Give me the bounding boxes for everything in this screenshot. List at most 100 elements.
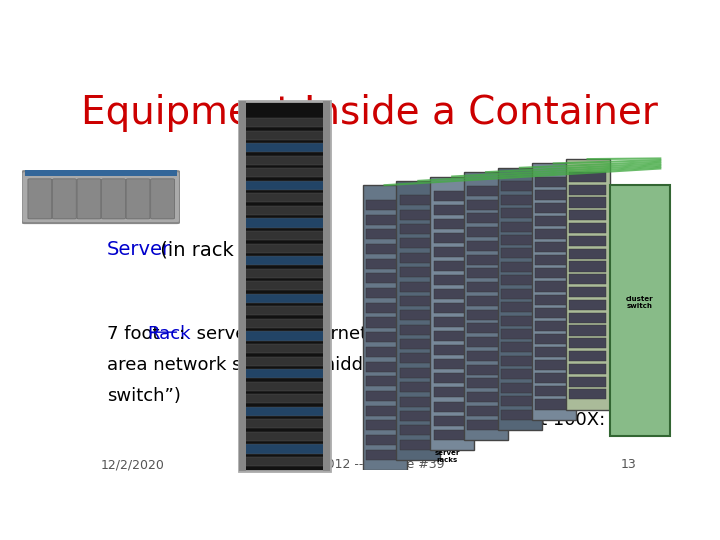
Bar (535, 308, 572, 318)
Bar (400, 281, 437, 292)
Bar (501, 248, 539, 259)
Bar (400, 310, 437, 320)
Bar (498, 168, 542, 430)
Bar (433, 416, 471, 426)
Bar (569, 300, 606, 310)
Bar (366, 214, 403, 225)
Bar (569, 210, 606, 220)
Bar (467, 186, 505, 196)
FancyBboxPatch shape (102, 179, 125, 219)
Bar (243, 432, 325, 441)
Bar (366, 332, 403, 342)
Bar (366, 288, 403, 298)
Bar (366, 406, 403, 416)
Bar (467, 420, 505, 430)
Bar (400, 411, 437, 421)
Bar (569, 326, 606, 335)
Bar (569, 185, 606, 195)
FancyBboxPatch shape (22, 171, 180, 223)
Bar (243, 181, 325, 190)
Bar (467, 255, 505, 265)
Bar (243, 118, 325, 127)
Bar (366, 347, 403, 357)
Text: switch”): switch”) (107, 387, 181, 405)
Bar (467, 241, 505, 251)
Bar (433, 359, 471, 369)
Bar (243, 319, 325, 328)
Bar (433, 233, 471, 243)
Bar (243, 444, 325, 454)
Bar (366, 303, 403, 313)
Bar (433, 387, 471, 397)
Bar (400, 325, 437, 335)
Bar (323, 101, 330, 471)
Text: Fall 2012 -- Lecture #39: Fall 2012 -- Lecture #39 (294, 458, 444, 471)
Bar (501, 356, 539, 366)
Bar (243, 193, 325, 202)
Bar (400, 296, 437, 306)
Bar (467, 364, 505, 375)
Text: (“array switch”) 10X: (“array switch”) 10X (416, 386, 600, 403)
Bar (535, 229, 572, 239)
Text: area network switch: area network switch (416, 360, 599, 377)
Bar (243, 268, 325, 278)
Bar (467, 268, 505, 279)
Text: :  servers + Ethernet local: : servers + Ethernet local (179, 325, 415, 343)
Bar (569, 172, 606, 182)
Bar (569, 313, 606, 323)
Bar (243, 394, 325, 403)
Bar (467, 227, 505, 237)
Bar (433, 275, 471, 285)
Bar (467, 213, 505, 224)
Bar (433, 373, 471, 383)
Bar (467, 309, 505, 320)
Bar (501, 302, 539, 312)
Bar (569, 389, 606, 400)
Bar (535, 177, 572, 187)
Bar (243, 407, 325, 416)
Bar (569, 351, 606, 361)
Bar (501, 235, 539, 245)
Bar (239, 101, 246, 471)
Bar (243, 344, 325, 353)
Bar (243, 356, 325, 366)
Bar (535, 268, 572, 279)
Bar (501, 369, 539, 379)
Text: 7 foot: 7 foot (107, 325, 165, 343)
Bar (467, 282, 505, 292)
Bar (243, 382, 325, 391)
Bar (243, 131, 325, 140)
Bar (433, 331, 471, 341)
Bar (569, 223, 606, 233)
Bar (535, 242, 572, 252)
Bar (433, 303, 471, 313)
Bar (535, 400, 572, 409)
Bar (24, 171, 177, 176)
Bar (535, 321, 572, 331)
FancyBboxPatch shape (77, 179, 101, 219)
Text: Server: Server (107, 240, 171, 259)
Bar (501, 409, 539, 420)
Bar (243, 419, 325, 428)
Bar (400, 440, 437, 450)
Bar (243, 231, 325, 240)
Bar (535, 255, 572, 265)
Bar (569, 287, 606, 297)
Bar (243, 218, 325, 227)
Bar (535, 203, 572, 213)
Bar (431, 177, 474, 450)
Bar (433, 289, 471, 299)
Bar (366, 230, 403, 239)
Bar (400, 353, 437, 363)
Bar (531, 164, 576, 420)
Bar (366, 273, 403, 284)
Bar (610, 185, 670, 436)
Bar (400, 195, 437, 205)
Bar (501, 194, 539, 205)
Text: 13: 13 (621, 458, 637, 471)
Bar (433, 430, 471, 440)
Bar (464, 172, 508, 440)
Bar (433, 317, 471, 327)
Bar (243, 281, 325, 291)
Text: Array: Array (416, 308, 465, 326)
